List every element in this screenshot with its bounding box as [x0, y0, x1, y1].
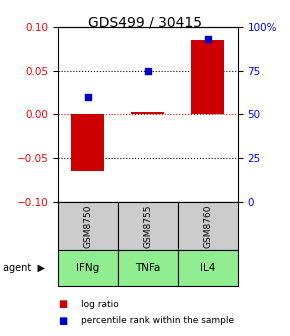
Text: IL4: IL4	[200, 263, 215, 273]
Point	[146, 68, 150, 73]
Bar	[58, 202, 118, 250]
Text: ■: ■	[58, 316, 67, 326]
Bar	[191, 40, 224, 114]
Text: GSM8750: GSM8750	[84, 204, 93, 248]
Bar	[118, 202, 178, 250]
Bar	[178, 202, 238, 250]
Bar	[118, 250, 178, 286]
Text: GDS499 / 30415: GDS499 / 30415	[88, 15, 202, 29]
Bar	[131, 113, 164, 114]
Text: ■: ■	[58, 299, 67, 309]
Point	[206, 36, 210, 42]
Text: IFNg: IFNg	[76, 263, 99, 273]
Bar	[58, 250, 118, 286]
Text: agent  ▶: agent ▶	[3, 263, 45, 273]
Bar	[71, 114, 104, 171]
Point	[86, 94, 90, 99]
Bar	[178, 250, 238, 286]
Text: TNFa: TNFa	[135, 263, 161, 273]
Text: log ratio: log ratio	[81, 300, 119, 308]
Text: GSM8755: GSM8755	[143, 204, 153, 248]
Text: GSM8760: GSM8760	[203, 204, 212, 248]
Text: percentile rank within the sample: percentile rank within the sample	[81, 317, 234, 325]
